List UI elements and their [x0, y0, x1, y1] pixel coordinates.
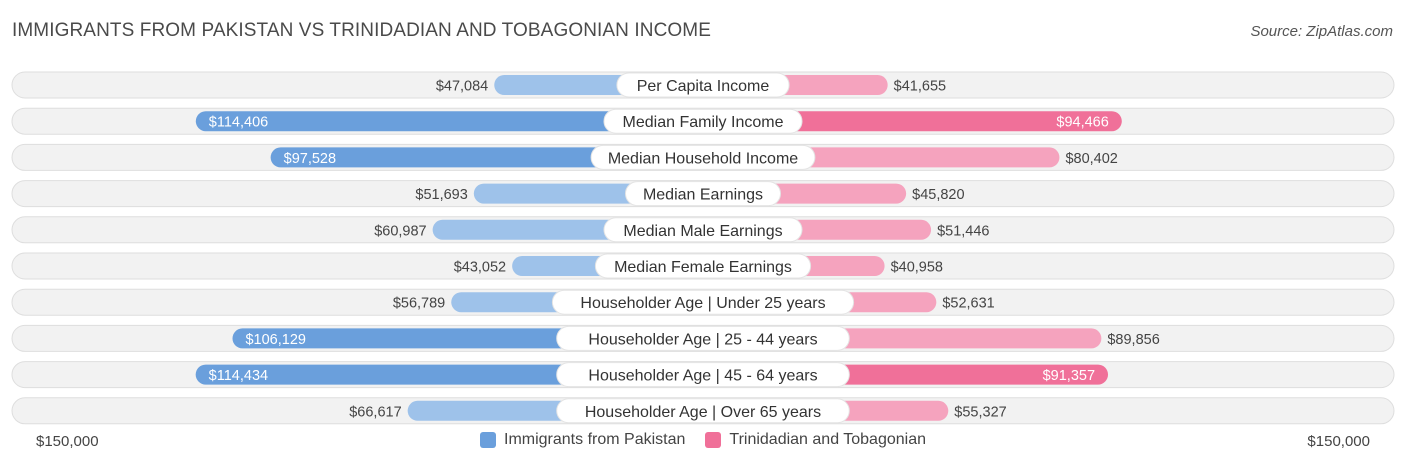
value-label-pakistan: $106,129 [245, 332, 305, 348]
value-label-pakistan: $47,084 [436, 79, 488, 95]
source-credit: Source: ZipAtlas.com [1250, 23, 1393, 40]
axis-left-label: $150,000 [36, 433, 99, 450]
legend: Immigrants from Pakistan Trinidadian and… [0, 431, 1406, 449]
category-label: Householder Age | 45 - 64 years [588, 368, 817, 385]
value-label-trinidadian: $80,402 [1065, 151, 1117, 167]
category-pill [551, 289, 855, 315]
value-label-trinidadian: $40,958 [891, 260, 943, 276]
legend-swatch-trinidadian [705, 432, 722, 448]
value-label-trinidadian: $91,357 [1043, 368, 1095, 384]
legend-item-trinidadian[interactable]: Trinidadian and Tobagonian [705, 431, 926, 449]
category-label: Householder Age | 25 - 44 years [588, 331, 817, 348]
value-label-trinidadian: $89,856 [1107, 332, 1159, 348]
value-label-pakistan: $66,617 [349, 404, 401, 420]
category-pill [590, 144, 816, 170]
legend-label-trinidadian: Trinidadian and Tobagonian [729, 431, 926, 448]
category-label: Per Capita Income [637, 78, 770, 95]
legend-item-pakistan[interactable]: Immigrants from Pakistan [480, 431, 685, 449]
category-pill [594, 253, 812, 279]
value-label-trinidadian: $55,327 [954, 404, 1006, 420]
chart-title: IMMIGRANTS FROM PAKISTAN VS TRINIDADIAN … [12, 20, 711, 41]
category-label: Median Female Earnings [614, 259, 792, 276]
value-label-pakistan: $43,052 [454, 260, 506, 276]
legend-swatch-pakistan [480, 432, 496, 448]
category-pill [603, 108, 803, 134]
category-pill [556, 398, 850, 424]
category-pill [603, 217, 803, 243]
legend-label-pakistan: Immigrants from Pakistan [504, 431, 686, 448]
category-label: Median Family Income [623, 114, 784, 131]
category-label: Householder Age | Over 65 years [585, 404, 821, 421]
category-label: Median Earnings [643, 187, 763, 204]
value-label-pakistan: $60,987 [374, 223, 426, 239]
value-label-trinidadian: $94,466 [1056, 115, 1108, 131]
category-label: Median Household Income [608, 150, 798, 167]
category-label: Median Male Earnings [623, 223, 782, 240]
category-pill [556, 362, 850, 388]
category-label: Householder Age | Under 25 years [580, 295, 825, 312]
value-label-trinidadian: $52,631 [942, 296, 994, 312]
category-pill [556, 325, 850, 351]
value-label-pakistan: $114,434 [209, 368, 268, 384]
value-label-trinidadian: $51,446 [937, 223, 989, 239]
value-label-trinidadian: $45,820 [912, 187, 964, 203]
value-label-pakistan: $114,406 [209, 115, 268, 131]
category-pill [616, 72, 790, 98]
value-label-pakistan: $97,528 [284, 151, 336, 167]
value-label-pakistan: $51,693 [415, 187, 467, 203]
axis-right-label: $150,000 [1307, 433, 1370, 450]
bar-pakistan [195, 111, 704, 132]
value-label-trinidadian: $41,655 [894, 79, 946, 95]
bar-trinidadian [703, 111, 1122, 132]
category-pill [625, 181, 781, 207]
value-label-pakistan: $56,789 [393, 296, 445, 312]
